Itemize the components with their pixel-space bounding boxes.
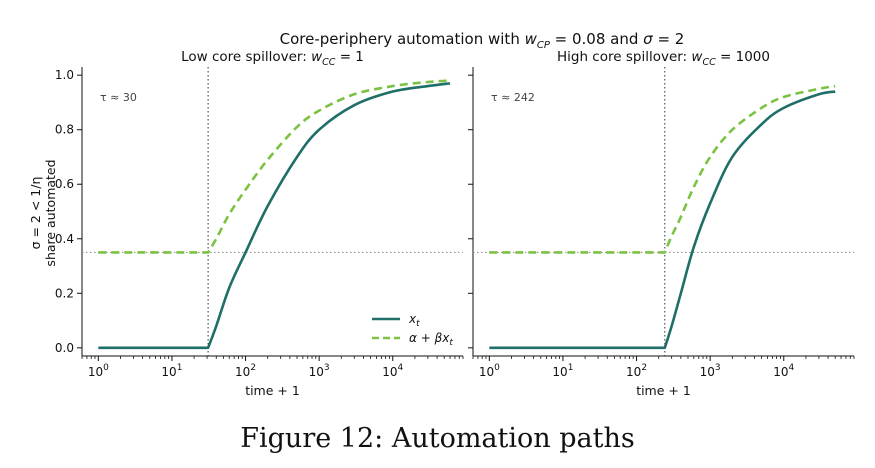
series-x-t-line — [489, 90, 836, 350]
figure-suptitle: Core-periphery automation with wCP = 0.0… — [280, 30, 685, 51]
y-tick-label: 0.8 — [55, 123, 74, 137]
y-axis-label: σ = 2 < 1/η share automated — [28, 159, 58, 266]
panel-low-spillover: Low core spillover: wCC = 1 0.0 0.2 0.4 0.6 0… — [55, 49, 464, 398]
figure-caption: Figure 12: Automation paths — [240, 423, 635, 454]
y-axis-label-line1: σ = 2 < 1/η — [28, 177, 43, 250]
y-tick-label: 0.4 — [55, 232, 74, 246]
x-tick-label: 103 — [309, 363, 330, 379]
y-tick-label: 0.6 — [55, 177, 74, 191]
y-tick-label: 0.2 — [55, 286, 74, 300]
y-tick-label: 1.0 — [55, 68, 74, 82]
x-tick-label: 100 — [88, 363, 109, 379]
panel-title: High core spillover: wCC = 1000 — [557, 49, 770, 68]
series-alpha-beta-x-line — [98, 79, 451, 254]
x-tick-label: 100 — [479, 363, 500, 379]
x-tick-label: 101 — [161, 363, 182, 379]
x-tick-label: 104 — [382, 363, 403, 379]
legend-label-x-t: xt — [408, 312, 420, 329]
y-tick-label: 0.0 — [55, 341, 74, 355]
series-alpha-beta-x-line — [489, 84, 836, 254]
panel-title: Low core spillover: wCC = 1 — [181, 49, 364, 68]
tau-annotation: τ ≈ 30 — [100, 91, 137, 104]
x-tick-label: 103 — [700, 363, 721, 379]
x-tick-label: 102 — [235, 363, 256, 379]
x-tick-label: 101 — [552, 363, 573, 379]
tau-annotation: τ ≈ 242 — [491, 91, 535, 104]
figure: Core-periphery automation with wCP = 0.0… — [28, 30, 855, 398]
x-tick-label: 102 — [626, 363, 647, 379]
x-tick-label: 104 — [773, 363, 794, 379]
panel-high-spillover: High core spillover: wCC = 1000 100 101 102… — [468, 49, 855, 398]
y-axis-label-line2: share automated — [43, 159, 58, 266]
x-axis-label: time + 1 — [636, 383, 691, 398]
x-axis-label: time + 1 — [245, 383, 300, 398]
series-x-t-line — [98, 82, 451, 350]
legend-label-alpha-beta-x: α + βxt — [409, 331, 453, 348]
